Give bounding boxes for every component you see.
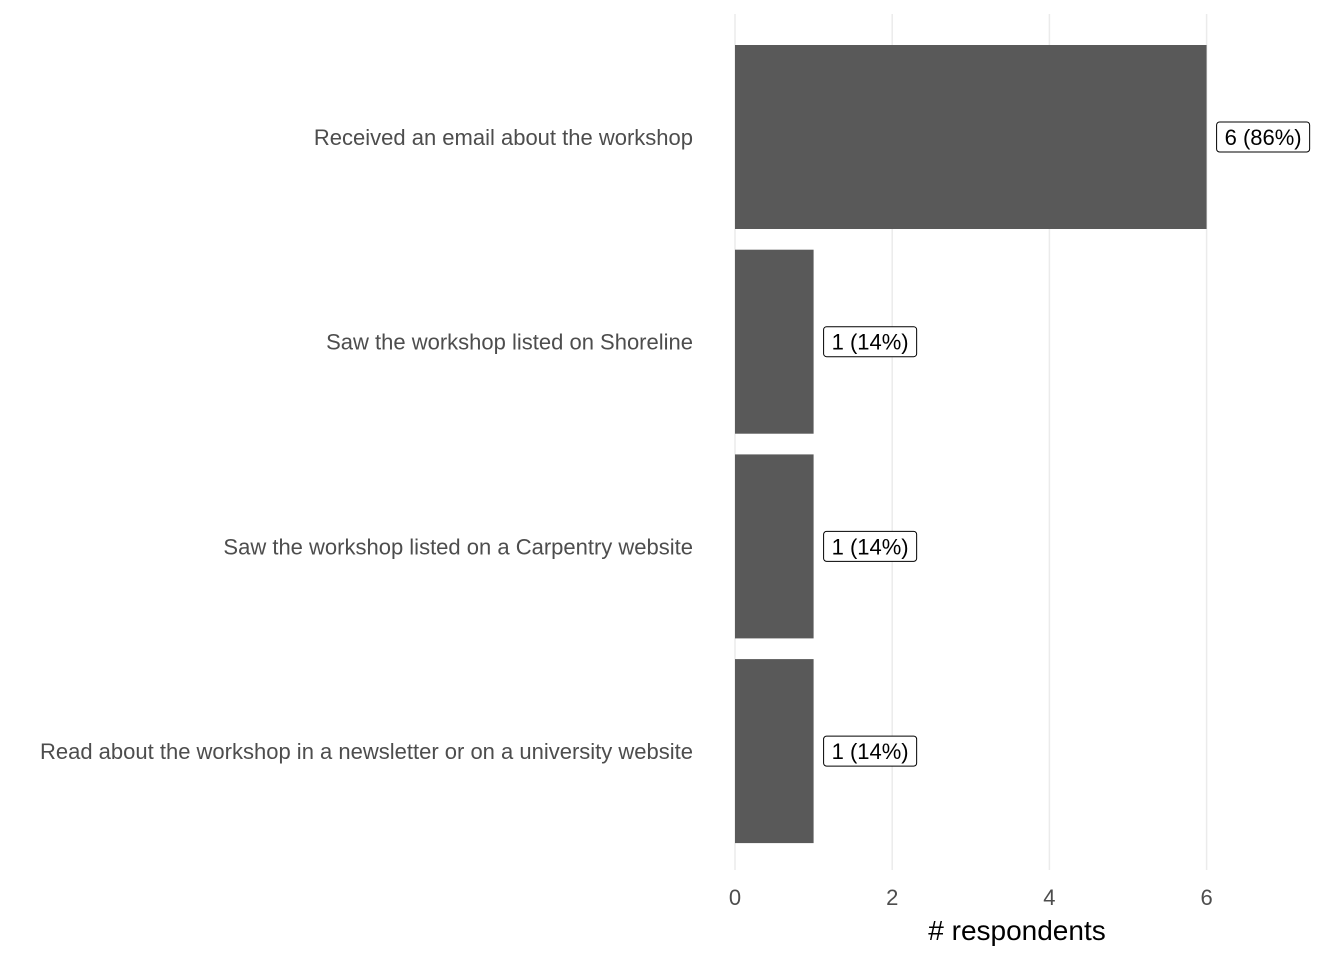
data-label-box	[823, 326, 918, 358]
x-tick-labels: 0 2 4 6	[729, 885, 1213, 910]
data-label-box	[823, 735, 918, 767]
category-label: Saw the workshop listed on Shoreline	[326, 330, 693, 355]
data-label-text: 1 (14%)	[832, 330, 909, 355]
bar	[735, 249, 814, 434]
x-tick-label: 6	[1200, 885, 1212, 910]
category-label: Read about the workshop in a newsletter …	[40, 739, 693, 764]
data-label: 1 (14%)	[823, 326, 918, 358]
bar	[735, 45, 1207, 229]
bars	[735, 45, 1207, 844]
x-tick-label: 2	[886, 885, 898, 910]
bar	[735, 659, 814, 844]
data-label: 6 (86%)	[1216, 121, 1311, 153]
x-axis-title: # respondents	[928, 915, 1105, 946]
category-labels: Received an email about the workshop Saw …	[40, 125, 693, 764]
data-labels: 6 (86%) 1 (14%) 1 (14%) 1 (14%)	[823, 121, 1311, 767]
data-label-text: 1 (14%)	[832, 739, 909, 764]
category-label: Received an email about the workshop	[314, 125, 693, 150]
category-label: Saw the workshop listed on a Carpentry w…	[223, 534, 693, 559]
data-label-box	[823, 530, 918, 562]
data-label: 1 (14%)	[823, 735, 918, 767]
data-label-text: 6 (86%)	[1225, 125, 1302, 150]
data-label-text: 1 (14%)	[832, 534, 909, 559]
data-label-box	[1216, 121, 1311, 153]
x-tick-label: 4	[1043, 885, 1055, 910]
bar	[735, 454, 814, 639]
x-tick-label: 0	[729, 885, 741, 910]
data-label: 1 (14%)	[823, 530, 918, 562]
